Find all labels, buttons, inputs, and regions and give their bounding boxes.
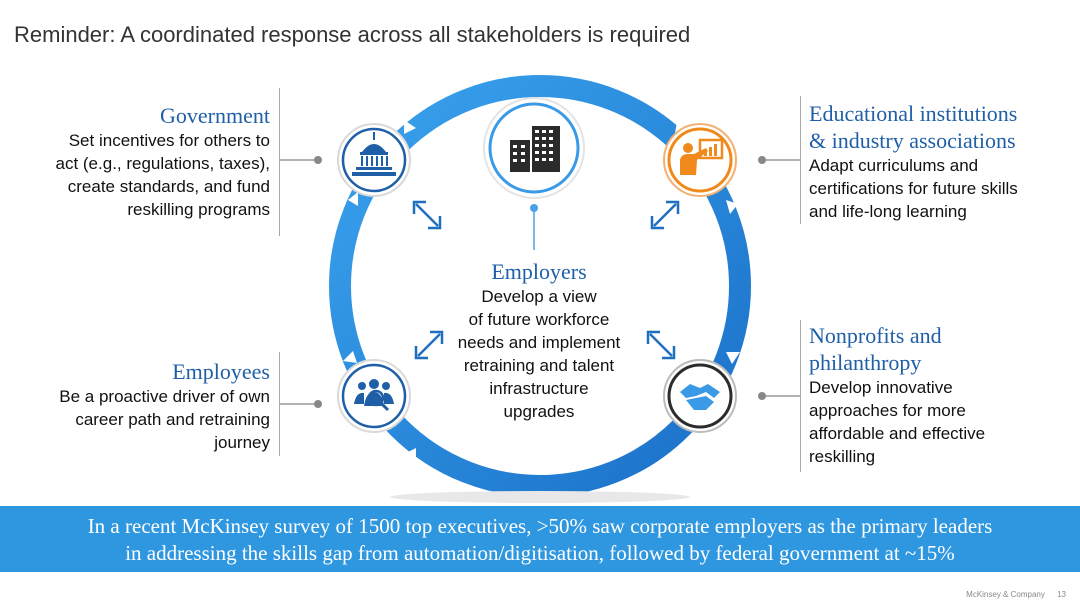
nonprofits-heading-line: philanthropy [809,350,922,375]
slide-footer: McKinsey & Company 13 [956,590,1066,599]
ring-shadow [390,491,690,503]
capitol-building-icon [337,123,411,197]
footer-page-number: 13 [1057,590,1066,599]
nonprofits-desc-line: approaches for more [809,401,966,420]
employees-desc-line: Be a proactive driver of own [59,387,270,406]
survey-banner: In a recent McKinsey survey of 1500 top … [0,506,1080,572]
education-desc-line: Adapt curriculums and [809,156,979,175]
employers-desc-line: upgrades [503,402,575,421]
employees-divider [279,352,280,456]
banner-line: In a recent McKinsey survey of 1500 top … [87,514,993,538]
government-desc-line: act (e.g., regulations, taxes), [55,154,271,173]
employees-heading: Employees [172,359,270,384]
ring-arrow-markers [343,119,740,460]
double-arrow-nonprofits [646,330,676,360]
employers-desc-line: infrastructure [489,379,589,398]
government-desc-line: reskilling programs [127,200,270,219]
nonprofits-desc-line: Develop innovative [809,378,953,397]
office-buildings-icon [483,97,585,199]
education-heading-line: Educational institutions [809,101,1018,126]
presenter-board-icon [663,123,737,197]
employers-desc-line: needs and implement [457,333,621,352]
nonprofits-heading-line: Nonprofits and [809,323,942,348]
ring-arrow-marker [726,352,740,364]
education-desc-line: and life-long learning [809,202,967,221]
ring-arrow-marker [343,351,357,363]
government-heading: Government [160,103,270,128]
cycle-ring [329,75,751,497]
ring-arrow-marker [404,448,416,460]
slide-title: Reminder: A coordinated response across … [14,22,691,47]
banner-line: in addressing the skills gap from automa… [125,541,955,565]
government-desc-line: Set incentives for others to [68,131,270,150]
employees-desc-line: journey [214,433,270,452]
nonprofits-desc-line: reskilling [809,447,876,466]
education-divider [800,96,801,224]
double-arrow-employees [414,330,444,360]
education-desc-line: certifications for future skills [809,179,1018,198]
employers-desc-line: Develop a view [481,287,597,306]
connector-dots [314,156,766,408]
employers-connector-dot [530,204,538,212]
education-heading-line: & industry associations [809,128,1016,153]
employees-block: Employees Be a proactive driver of own c… [14,358,270,454]
nonprofits-divider [800,320,801,472]
employers-block: Employers Develop a view of future workf… [430,258,648,423]
connector-lines [280,159,800,405]
ring-arrow-marker [404,120,416,134]
double-arrow-government [412,200,442,230]
people-search-icon [337,359,411,433]
employers-desc-line: retraining and talent [463,356,615,375]
employers-desc-line: of future workforce [468,310,610,329]
government-block: Government Set incentives for others to … [14,102,271,221]
employers-heading: Employers [491,259,587,284]
ring-arrow-marker [348,192,358,206]
nonprofits-block: Nonprofits and philanthropy Develop inno… [809,322,1071,468]
double-arrows [412,200,680,360]
handshake-icon [663,359,737,433]
education-block: Educational institutions & industry asso… [809,100,1071,223]
employees-desc-line: career path and retraining [75,410,270,429]
ring-arrow-marker [726,200,738,214]
government-divider [279,88,280,236]
footer-company: McKinsey & Company [966,590,1045,599]
double-arrow-education [650,200,680,230]
nonprofits-desc-line: affordable and effective [809,424,986,443]
government-desc-line: create standards, and fund [67,177,270,196]
